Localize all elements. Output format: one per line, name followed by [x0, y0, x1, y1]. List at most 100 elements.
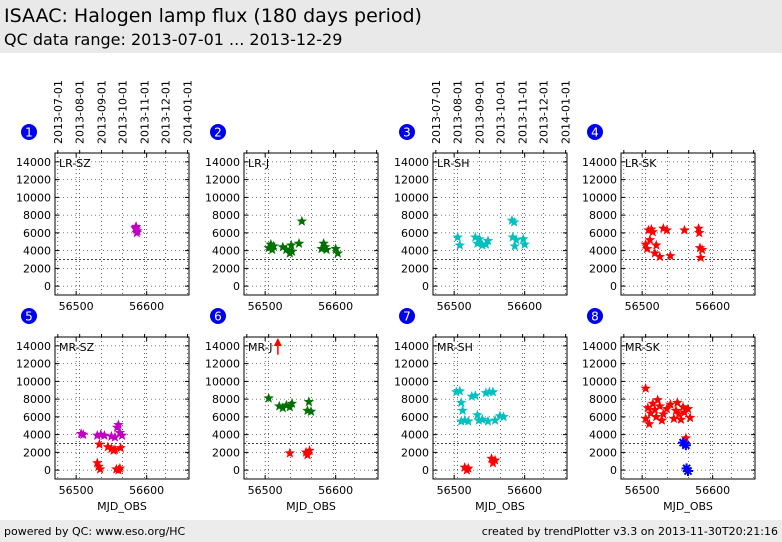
x-tick-label: 56500: [625, 484, 660, 497]
chart-panel-8: 0 2000 4000 6000 8000 10000 12000 14000 56500 566…: [582, 308, 756, 513]
data-point: [693, 222, 704, 233]
y-tick-label: 0: [610, 464, 617, 477]
data-point: [658, 222, 669, 233]
y-tick-label: 10000: [205, 191, 240, 204]
y-tick-label: 0: [233, 464, 240, 477]
panel-label: MR-SH: [437, 341, 473, 354]
y-tick-label: 10000: [394, 191, 429, 204]
x-tick-label: 56500: [248, 484, 283, 497]
data-point: [303, 396, 315, 407]
data-point: [482, 415, 494, 426]
data-point: [646, 223, 657, 234]
plot-frame: [243, 152, 379, 296]
chart-panel-1: 0 2000 4000 6000 8000 10000 12000 14000 56500 566…: [16, 80, 195, 313]
x-tick-label: 56600: [129, 484, 164, 497]
data-point: [92, 430, 103, 440]
data-point: [680, 432, 692, 443]
data-point: [656, 414, 668, 425]
footer-powered-by: powered by QC: www.eso.org/HC: [4, 525, 186, 538]
data-point: [94, 463, 106, 474]
data-point: [113, 419, 124, 430]
y-tick-label: 6000: [589, 411, 617, 424]
x-axis-label: MJD_OBS: [663, 500, 713, 513]
y-tick-label: 12000: [394, 358, 429, 371]
data-point: [77, 429, 89, 440]
data-point: [642, 402, 654, 413]
data-point: [109, 444, 121, 455]
x-tick-label: 56500: [59, 484, 94, 497]
data-point: [316, 243, 327, 254]
data-point: [332, 247, 344, 258]
data-point: [651, 411, 662, 422]
y-tick-label: 4000: [23, 245, 51, 258]
panel-index-badge: [210, 124, 226, 140]
chart-panel-3: 0 2000 4000 6000 8000 10000 12000 14000 56500 566…: [394, 80, 573, 313]
y-tick-label: 2000: [23, 446, 51, 459]
data-point: [284, 447, 296, 458]
date-tick-label: 2013-09-01: [96, 80, 109, 144]
date-tick-label: 2013-07-01: [52, 80, 65, 144]
data-point: [457, 405, 468, 416]
data-point: [305, 406, 317, 416]
data-point: [640, 382, 651, 393]
data-point: [651, 239, 662, 250]
data-point: [286, 398, 298, 409]
chart-panel-4: 0 2000 4000 6000 8000 10000 12000 14000 56500 566…: [582, 124, 756, 313]
data-point: [518, 233, 529, 244]
data-point: [131, 227, 143, 238]
y-tick-label: 6000: [401, 411, 429, 424]
panel-label: LR-J: [248, 157, 269, 170]
x-axis-label: MJD_OBS: [97, 500, 147, 513]
y-tick-label: 0: [44, 464, 51, 477]
y-tick-label: 4000: [212, 245, 240, 258]
outlier-arrow-head: [273, 338, 282, 346]
data-point: [304, 445, 315, 456]
y-tick-label: 14000: [582, 340, 617, 353]
y-tick-label: 6000: [23, 411, 51, 424]
panel-index-badge: [587, 308, 603, 324]
data-point: [115, 442, 126, 453]
data-point: [661, 403, 673, 414]
y-tick-label: 2000: [23, 262, 51, 275]
y-tick-label: 0: [233, 280, 240, 293]
y-tick-label: 10000: [582, 375, 617, 388]
data-point: [472, 409, 483, 420]
data-point: [286, 246, 298, 256]
data-point: [668, 413, 680, 424]
data-point: [92, 457, 103, 468]
panel-index-label: 2: [214, 126, 222, 140]
y-tick-label: 8000: [23, 393, 51, 406]
y-tick-label: 4000: [212, 429, 240, 442]
date-tick-label: 2013-11-01: [139, 80, 152, 144]
data-point: [321, 244, 332, 255]
panel-index-label: 7: [403, 310, 411, 324]
y-tick-label: 0: [610, 280, 617, 293]
report-header: ISAAC: Halogen lamp flux (180 days perio…: [0, 0, 782, 53]
y-tick-label: 0: [422, 464, 429, 477]
data-point: [274, 400, 285, 411]
panel-index-label: 5: [25, 310, 33, 324]
data-point: [300, 446, 312, 457]
data-point: [99, 430, 110, 440]
y-tick-label: 8000: [589, 209, 617, 222]
date-tick-label: 2013-09-01: [474, 80, 487, 144]
y-tick-label: 14000: [582, 156, 617, 169]
data-point: [302, 449, 313, 460]
panel-index-badge: [21, 124, 37, 140]
data-point: [694, 242, 706, 253]
y-tick-label: 8000: [401, 209, 429, 222]
panel-index-label: 8: [591, 310, 599, 324]
x-tick-label: 56500: [625, 300, 660, 313]
data-point: [455, 397, 467, 408]
data-point: [263, 392, 274, 403]
data-point: [281, 399, 292, 410]
data-point: [654, 251, 666, 262]
plot-frame: [54, 152, 190, 296]
x-tick-label: 56600: [129, 300, 164, 313]
data-point: [109, 431, 121, 442]
date-tick-label: 2013-07-01: [430, 80, 443, 144]
data-point: [647, 226, 658, 237]
data-point: [509, 240, 521, 251]
data-point: [640, 238, 651, 249]
y-tick-label: 2000: [401, 446, 429, 459]
